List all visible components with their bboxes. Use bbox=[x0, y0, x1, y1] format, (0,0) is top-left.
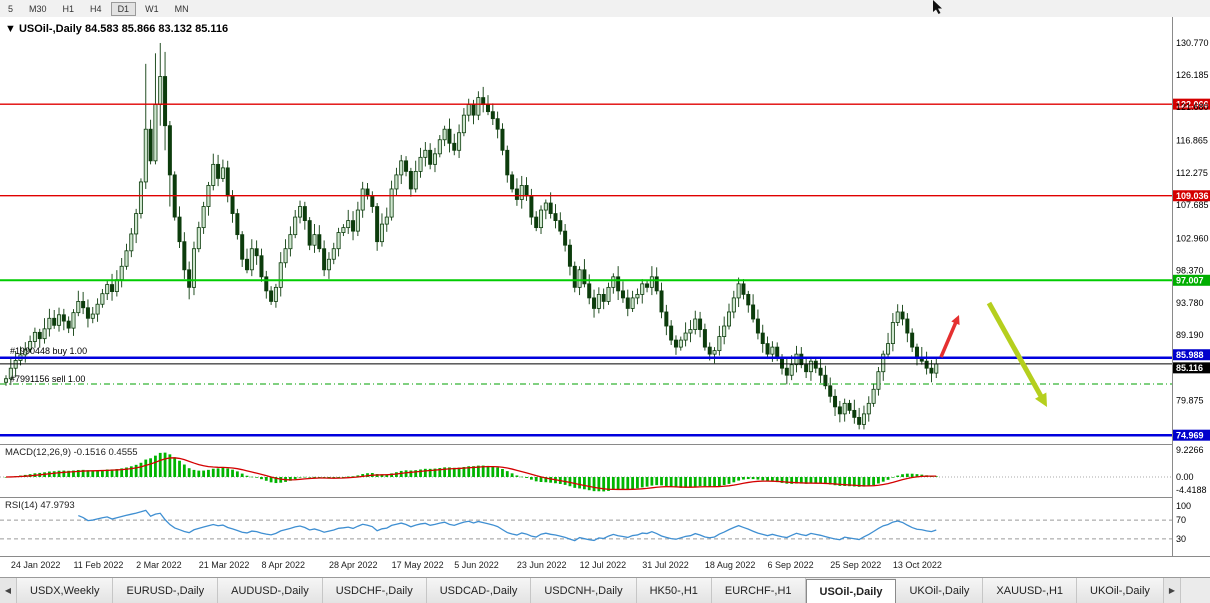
svg-text:130.770: 130.770 bbox=[1176, 38, 1209, 48]
svg-text:97.007: 97.007 bbox=[1176, 275, 1204, 285]
svg-text:25 Sep 2022: 25 Sep 2022 bbox=[830, 560, 881, 570]
svg-text:126.185: 126.185 bbox=[1176, 70, 1209, 80]
tab-ukoil-daily[interactable]: UKOil-,Daily bbox=[1077, 578, 1164, 603]
price-chart[interactable]: 122.066 109.036 97.007 85.988 85.116 74.969 13… bbox=[0, 17, 1210, 578]
svg-text:24 Jan 2022: 24 Jan 2022 bbox=[11, 560, 61, 570]
svg-text:6 Sep 2022: 6 Sep 2022 bbox=[768, 560, 814, 570]
svg-text:2 Mar 2022: 2 Mar 2022 bbox=[136, 560, 182, 570]
macd-panel: 9.2266 0.00 -4.4188 bbox=[0, 445, 1207, 495]
svg-text:116.865: 116.865 bbox=[1176, 136, 1208, 146]
red-up-arrow[interactable] bbox=[939, 315, 960, 358]
candlesticks bbox=[4, 42, 939, 430]
svg-text:100: 100 bbox=[1176, 501, 1191, 511]
timeframe-mn[interactable]: MN bbox=[174, 3, 189, 14]
tab-audusd-daily[interactable]: AUDUSD-,Daily bbox=[218, 578, 323, 603]
svg-text:9.2266: 9.2266 bbox=[1176, 445, 1204, 455]
svg-text:28 Apr 2022: 28 Apr 2022 bbox=[329, 560, 378, 570]
svg-text:122.066: 122.066 bbox=[1176, 99, 1209, 109]
rsi-panel: 100 70 30 bbox=[0, 501, 1191, 544]
tab-usoil-daily[interactable]: USOil-,Daily bbox=[805, 579, 897, 603]
tab-ukoil-daily[interactable]: UKOil-,Daily bbox=[896, 578, 984, 603]
svg-text:109.036: 109.036 bbox=[1176, 191, 1209, 201]
tab-usdcnh-daily[interactable]: USDCNH-,Daily bbox=[531, 578, 637, 603]
svg-text:102.960: 102.960 bbox=[1176, 233, 1209, 243]
svg-text:23 Jun 2022: 23 Jun 2022 bbox=[517, 560, 567, 570]
svg-text:21 Mar 2022: 21 Mar 2022 bbox=[199, 560, 250, 570]
tab-usdx-weekly[interactable]: USDX,Weekly bbox=[17, 578, 114, 603]
tab-hk50-h1[interactable]: HK50-,H1 bbox=[636, 578, 712, 603]
timeframe-m30[interactable]: M30 bbox=[29, 3, 47, 14]
timeframe-toolbar: 5 M30 H1 H4 D1 W1 MN bbox=[0, 0, 1210, 18]
chart-tab-bar: ◀ USDX,Weekly EURUSD-,Daily AUDUSD-,Daily US… bbox=[0, 577, 1210, 603]
svg-text:17 May 2022: 17 May 2022 bbox=[392, 560, 444, 570]
horizontal-level-lines[interactable]: 122.066 109.036 97.007 85.988 85.116 74.969 bbox=[0, 98, 1210, 441]
svg-text:85.116: 85.116 bbox=[1176, 363, 1203, 373]
tabs-scroll-right-icon[interactable]: ▶ bbox=[1163, 578, 1181, 603]
tab-usdcad-daily[interactable]: USDCAD-,Daily bbox=[426, 578, 532, 603]
svg-text:121.680: 121.680 bbox=[1176, 102, 1209, 112]
tabs-scroll-left-icon[interactable]: ◀ bbox=[0, 578, 17, 603]
svg-text:11 Feb 2022: 11 Feb 2022 bbox=[73, 560, 123, 570]
timeframe-5[interactable]: 5 bbox=[8, 3, 14, 14]
yellow-down-arrow[interactable] bbox=[986, 301, 1047, 407]
svg-text:0.00: 0.00 bbox=[1176, 472, 1194, 482]
svg-text:112.275: 112.275 bbox=[1176, 168, 1208, 178]
chart-area[interactable]: 122.066 109.036 97.007 85.988 85.116 74.969 13… bbox=[0, 17, 1210, 578]
svg-text:13 Oct 2022: 13 Oct 2022 bbox=[893, 560, 942, 570]
svg-text:107.685: 107.685 bbox=[1176, 200, 1209, 210]
svg-text:85.988: 85.988 bbox=[1176, 350, 1204, 360]
svg-text:18 Aug 2022: 18 Aug 2022 bbox=[705, 560, 756, 570]
price-axis: 130.770 126.185 121.680 116.865 112.275 107.6… bbox=[1176, 38, 1209, 406]
tab-eurchf-h1[interactable]: EURCHF-,H1 bbox=[711, 578, 806, 603]
timeframe-h1[interactable]: H1 bbox=[62, 3, 75, 14]
svg-text:30: 30 bbox=[1176, 534, 1186, 544]
svg-text:98.370: 98.370 bbox=[1176, 266, 1204, 276]
svg-text:-4.4188: -4.4188 bbox=[1176, 485, 1207, 495]
panel-separators[interactable] bbox=[0, 17, 1210, 557]
date-axis: 24 Jan 2022 11 Feb 2022 2 Mar 2022 21 Mar 2… bbox=[11, 560, 942, 570]
svg-text:31 Jul 2022: 31 Jul 2022 bbox=[642, 560, 689, 570]
tab-xauusd-h1[interactable]: XAUUSD-,H1 bbox=[983, 578, 1078, 603]
svg-text:12 Jul 2022: 12 Jul 2022 bbox=[580, 560, 627, 570]
svg-text:5 Jun 2022: 5 Jun 2022 bbox=[454, 560, 499, 570]
svg-text:93.780: 93.780 bbox=[1176, 298, 1204, 308]
timeframe-d1[interactable]: D1 bbox=[110, 1, 137, 16]
svg-text:70: 70 bbox=[1176, 515, 1186, 525]
svg-text:79.875: 79.875 bbox=[1176, 396, 1204, 406]
tab-usdchf-daily[interactable]: USDCHF-,Daily bbox=[322, 578, 427, 603]
timeframe-h4[interactable]: H4 bbox=[90, 3, 102, 14]
svg-text:74.969: 74.969 bbox=[1176, 430, 1204, 440]
timeframe-w1[interactable]: W1 bbox=[145, 3, 159, 14]
tab-eurusd-daily[interactable]: EURUSD-,Daily bbox=[113, 578, 219, 603]
svg-text:89.190: 89.190 bbox=[1176, 330, 1204, 340]
svg-text:8 Apr 2022: 8 Apr 2022 bbox=[261, 560, 305, 570]
